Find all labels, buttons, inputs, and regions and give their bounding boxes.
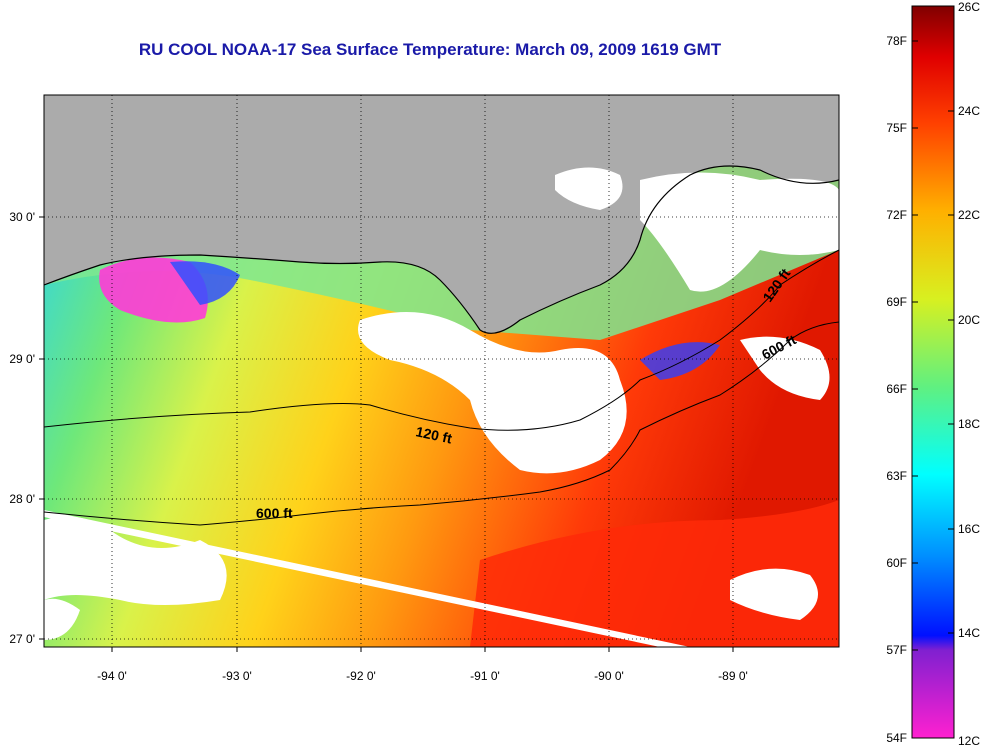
colorbar: [911, 5, 955, 739]
lon-tick-label: -94 0': [97, 669, 127, 683]
colorbar-c-label: 26C: [958, 0, 980, 14]
contour-label-600ft-west: 600 ft: [256, 505, 293, 521]
colorbar-c-label: 22C: [958, 208, 980, 222]
contour-label-120ft-west: 120 ft: [414, 423, 453, 446]
lon-tick-marks: [39, 216, 734, 652]
colorbar-f-label: 60F: [886, 556, 907, 570]
lon-tick-label: -92 0': [346, 669, 376, 683]
contour-600ft: [44, 321, 839, 526]
land-mass: [44, 95, 839, 334]
colorbar-c-label: 12C: [958, 734, 980, 748]
colorbar-f-label: 66F: [886, 382, 907, 396]
colorbar-f-label: 57F: [886, 643, 907, 657]
lat-tick-label: 28 0': [9, 492, 35, 506]
lat-tick-label: 27 0': [9, 632, 35, 646]
colorbar-f-label: 72F: [886, 208, 907, 222]
colorbar-c-label: 14C: [958, 626, 980, 640]
contour-120ft: [44, 249, 839, 431]
lon-tick-label: -90 0': [594, 669, 624, 683]
colorbar-c-label: 24C: [958, 104, 980, 118]
coastline: [44, 165, 839, 334]
colorbar-f-label: 63F: [886, 469, 907, 483]
cloud-cover: [44, 167, 839, 640]
colorbar-ticks: [912, 40, 954, 651]
map-title: RU COOL NOAA-17 Sea Surface Temperature:…: [138, 40, 722, 59]
colorbar-f-label: 78F: [886, 34, 907, 48]
colorbar-c-label: 18C: [958, 417, 980, 431]
lon-tick-label: -89 0': [718, 669, 748, 683]
map-frame: [43, 94, 840, 648]
lon-tick-label: -93 0': [222, 669, 252, 683]
colorbar-f-label: 75F: [886, 121, 907, 135]
swath-gap: [44, 510, 690, 647]
cold-plume-blue: [170, 261, 240, 305]
lat-tick-label: 29 0': [9, 352, 35, 366]
warm-loop-water: [470, 500, 839, 647]
colorbar-c-label: 20C: [958, 313, 980, 327]
map-plot-area: [44, 95, 839, 647]
map-grid: [44, 95, 839, 647]
lat-tick-label: 30 0': [9, 210, 35, 224]
colorbar-c-label: 16C: [958, 522, 980, 536]
colorbar-f-label: 69F: [886, 295, 907, 309]
lon-tick-label: -91 0': [470, 669, 500, 683]
colorbar-f-label: 54F: [886, 731, 907, 745]
